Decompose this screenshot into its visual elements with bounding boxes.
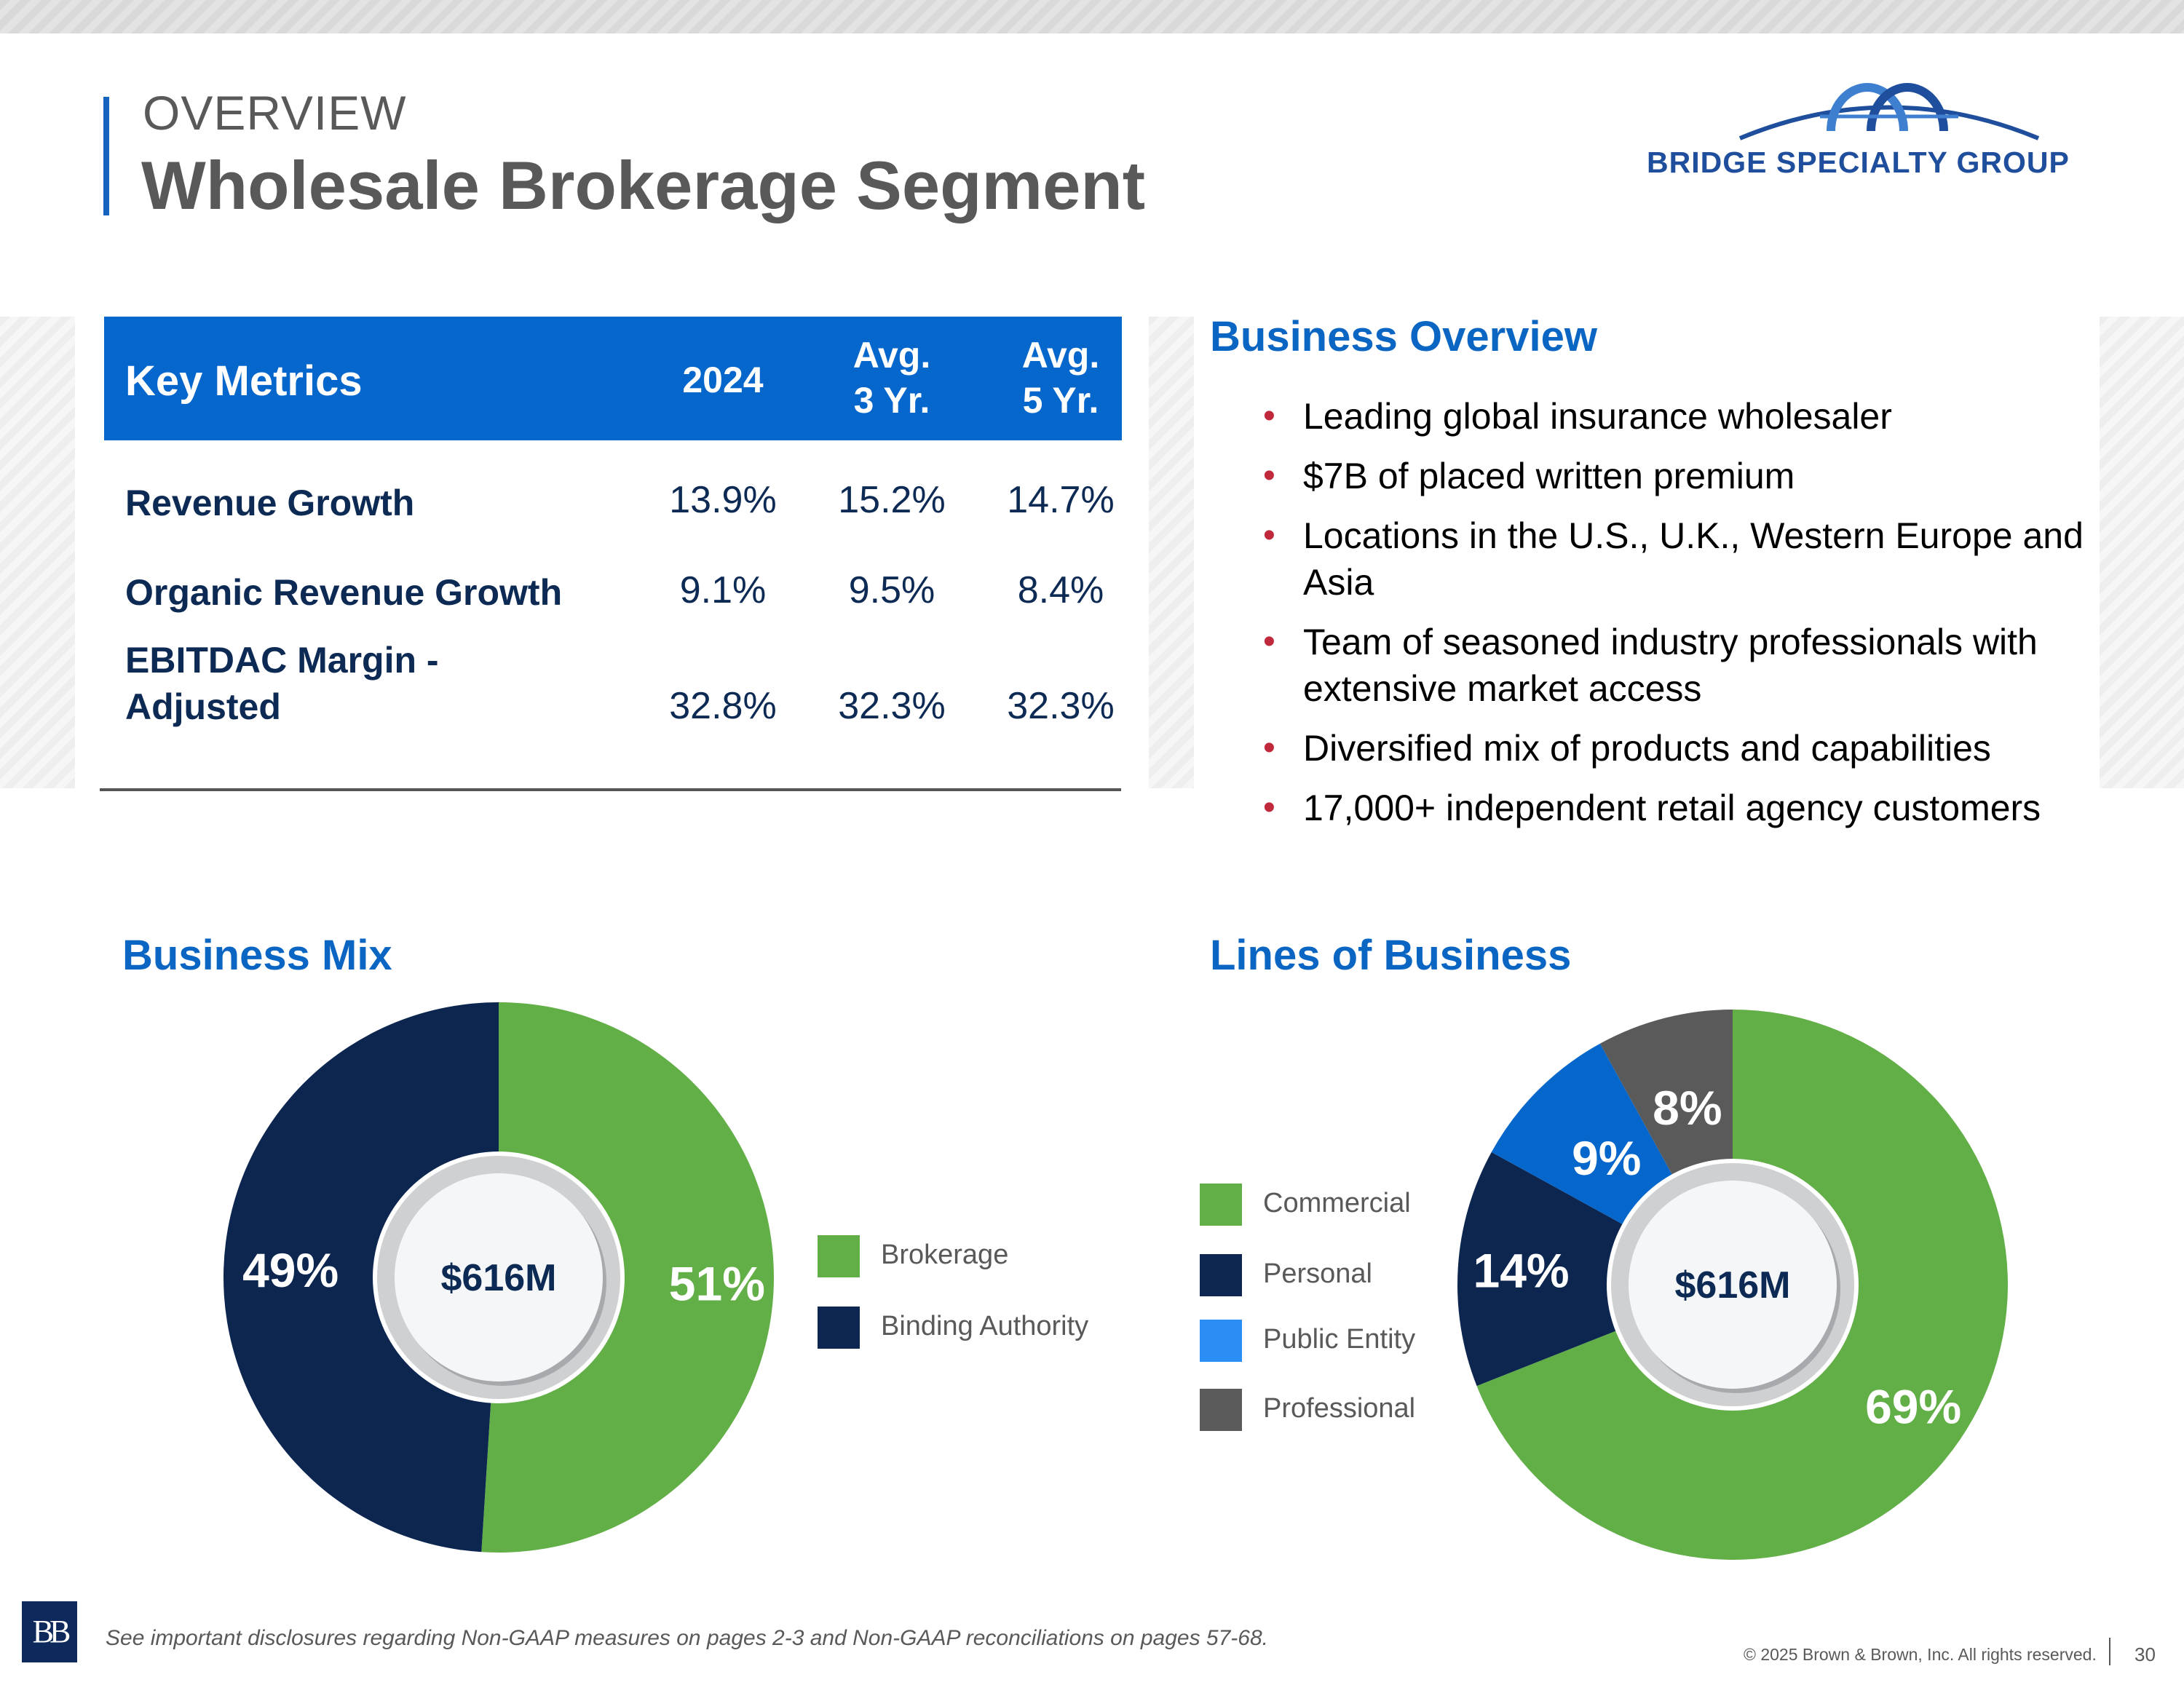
right-decorative-stripes — [2100, 317, 2184, 788]
legend-label-commercial: Commercial — [1263, 1188, 1411, 1218]
donut-center-label: $616M — [1675, 1264, 1791, 1307]
brand-logo-text: BRIDGE SPECIALTY GROUP — [1647, 146, 2070, 179]
bridge-arch-logo-icon — [1738, 83, 2040, 140]
data-label-professional: 8% — [1653, 1081, 1722, 1135]
table-header-avg-5yr-line2: 5 Yr. — [1022, 380, 1099, 421]
lines-of-business-heading: Lines of Business — [1210, 932, 1572, 979]
cell-organic-growth-avg3: 9.5% — [848, 569, 935, 611]
list-item: • Team of seasoned industry professionals… — [1263, 619, 2100, 712]
table-header-avg-3yr-line1: Avg. — [852, 335, 931, 376]
page-number-divider — [2109, 1638, 2110, 1665]
bullet-text: 17,000+ independent retail agency custom… — [1303, 788, 2041, 828]
legend-swatch-public-entity — [1200, 1320, 1242, 1362]
cell-organic-growth-avg5: 8.4% — [1017, 569, 1104, 611]
cell-ebitdac-avg3: 32.3% — [838, 685, 946, 727]
donut-center — [395, 1173, 603, 1381]
bullet-text: Locations in the U.S., U.K., Western Eur… — [1303, 515, 2084, 603]
legend-label-binding-authority: Binding Authority — [881, 1311, 1089, 1341]
cell-revenue-growth-2024: 13.9% — [669, 479, 777, 521]
data-label-brokerage: 51% — [669, 1256, 765, 1310]
business-overview-heading: Business Overview — [1210, 313, 1597, 360]
table-header-key-metrics: Key Metrics — [125, 357, 363, 405]
business-mix-donut-chart: $616M 51% 49% — [223, 1002, 775, 1553]
business-mix-heading: Business Mix — [122, 932, 392, 979]
legend-label-public-entity: Public Entity — [1263, 1324, 1416, 1355]
data-label-personal: 14% — [1473, 1244, 1570, 1298]
legend-swatch-brokerage — [818, 1235, 860, 1277]
legend-label-personal: Personal — [1263, 1258, 1372, 1289]
disclosure-footnote: See important disclosures regarding Non-… — [106, 1626, 1268, 1650]
list-item: • Diversified mix of products and capabil… — [1263, 725, 2100, 772]
table-header-avg-5yr: Avg. 5 Yr. — [981, 333, 1141, 423]
donut-center — [1629, 1181, 1837, 1389]
row-label-ebitdac-line2: Adjusted — [125, 686, 281, 727]
title-accent-bar — [103, 97, 109, 215]
bullet-dot-icon: • — [1263, 788, 1275, 827]
data-label-public-entity: 9% — [1572, 1131, 1641, 1185]
legend-label-professional: Professional — [1263, 1393, 1416, 1424]
row-label-ebitdac-margin: EBITDAC Margin - Adjusted — [125, 637, 439, 730]
table-header-2024: 2024 — [682, 360, 764, 400]
legend-swatch-professional — [1200, 1389, 1242, 1431]
list-item: • Leading global insurance wholesaler — [1263, 393, 2100, 440]
cell-organic-growth-2024: 9.1% — [679, 569, 767, 611]
table-header-row: Key Metrics 2024 Avg. 3 Yr. Avg. 5 Yr. — [104, 317, 1122, 440]
table-header-avg-5yr-line1: Avg. — [1021, 335, 1100, 376]
list-item: • $7B of placed written premium — [1263, 453, 2100, 499]
bullet-dot-icon: • — [1263, 397, 1275, 435]
row-label-revenue-growth: Revenue Growth — [125, 483, 415, 523]
data-label-commercial: 69% — [1865, 1380, 1961, 1434]
bullet-text: Diversified mix of products and capabili… — [1303, 728, 1991, 769]
list-item: • 17,000+ independent retail agency custo… — [1263, 785, 2100, 831]
middle-decorative-stripes — [1149, 317, 1194, 788]
copyright-notice: © 2025 Brown & Brown, Inc. All rights re… — [1744, 1645, 2097, 1664]
bullet-dot-icon: • — [1263, 456, 1275, 495]
cell-ebitdac-2024: 32.8% — [669, 685, 777, 727]
brown-brown-logo: BB — [22, 1601, 77, 1662]
slice-personal — [1457, 1151, 1733, 1387]
data-label-binding-authority: 49% — [242, 1243, 339, 1297]
table-header-avg-3yr: Avg. 3 Yr. — [812, 333, 972, 423]
legend-label-brokerage: Brokerage — [881, 1240, 1009, 1270]
legend-swatch-personal — [1200, 1254, 1242, 1296]
bullet-dot-icon: • — [1263, 729, 1275, 767]
business-overview-list: • Leading global insurance wholesaler • $7… — [1263, 393, 2100, 844]
page-title: Wholesale Brokerage Segment — [141, 147, 1146, 223]
legend-swatch-commercial — [1200, 1184, 1242, 1226]
row-label-organic-revenue-growth: Organic Revenue Growth — [125, 572, 563, 613]
lines-of-business-donut-chart: $616M 69% 14% 9%8% — [1457, 1010, 2008, 1560]
bullet-dot-icon: • — [1263, 622, 1275, 661]
cell-revenue-growth-avg5: 14.7% — [1007, 479, 1115, 521]
row-label-ebitdac-line1: EBITDAC Margin - — [125, 640, 439, 681]
legend-swatch-binding-authority — [818, 1307, 860, 1349]
bullet-text: Team of seasoned industry professionals … — [1303, 622, 2038, 709]
slice-brokerage — [481, 1002, 775, 1553]
bullet-text: $7B of placed written premium — [1303, 456, 1795, 496]
table-bottom-rule — [100, 788, 1121, 791]
table-header-avg-3yr-line2: 3 Yr. — [853, 380, 930, 421]
page-overline: OVERVIEW — [143, 86, 407, 140]
donut-center-label: $616M — [441, 1257, 557, 1299]
page-number: 30 — [2134, 1644, 2156, 1665]
bullet-dot-icon: • — [1263, 516, 1275, 555]
left-decorative-stripes — [0, 317, 75, 788]
slice-binding-authority — [223, 1002, 499, 1553]
cell-revenue-growth-avg3: 15.2% — [838, 479, 946, 521]
list-item: • Locations in the U.S., U.K., Western Eu… — [1263, 512, 2100, 606]
cell-ebitdac-avg5: 32.3% — [1007, 685, 1115, 727]
bullet-text: Leading global insurance wholesaler — [1303, 396, 1892, 437]
top-decorative-band — [0, 0, 2184, 33]
